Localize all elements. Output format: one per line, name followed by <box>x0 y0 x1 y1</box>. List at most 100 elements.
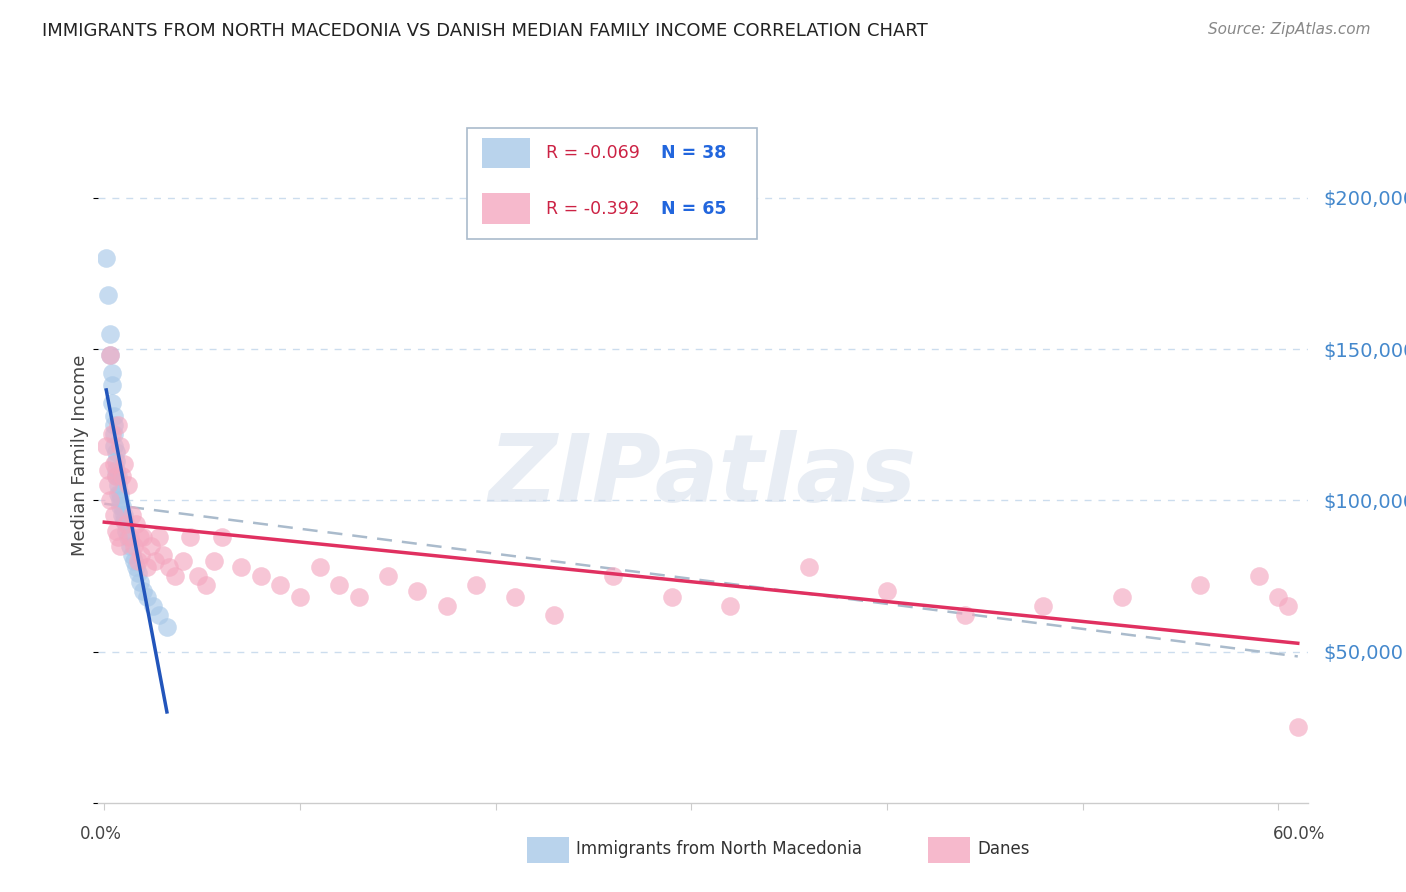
Point <box>347 590 370 604</box>
Text: IMMIGRANTS FROM NORTH MACEDONIA VS DANISH MEDIAN FAMILY INCOME CORRELATION CHART: IMMIGRANTS FROM NORTH MACEDONIA VS DANIS… <box>42 22 928 40</box>
Point <box>157 559 180 574</box>
Point <box>111 469 134 483</box>
Text: R = -0.069: R = -0.069 <box>546 144 640 162</box>
Point <box>103 417 125 432</box>
Point <box>105 463 128 477</box>
Point <box>112 515 135 529</box>
Point <box>97 287 120 301</box>
Point <box>107 478 129 492</box>
Point <box>1267 590 1289 604</box>
Point <box>661 590 683 604</box>
Point <box>156 620 179 634</box>
Point <box>136 559 159 574</box>
Point <box>143 554 166 568</box>
Text: N = 38: N = 38 <box>661 144 725 162</box>
Point <box>231 559 253 574</box>
Point <box>103 508 125 523</box>
Point <box>117 478 139 492</box>
Text: R = -0.392: R = -0.392 <box>546 200 640 218</box>
Point <box>148 608 170 623</box>
Point <box>465 578 488 592</box>
Point <box>195 578 218 592</box>
Point <box>108 493 131 508</box>
Point <box>187 569 209 583</box>
Point <box>211 530 233 544</box>
Point <box>108 439 131 453</box>
Point <box>96 439 118 453</box>
Text: 60.0%: 60.0% <box>1272 825 1326 843</box>
Point <box>131 548 153 562</box>
Point <box>103 409 125 423</box>
Point <box>105 454 128 468</box>
Point <box>101 396 124 410</box>
Point <box>136 590 159 604</box>
Point <box>953 608 976 623</box>
Point <box>121 548 143 562</box>
Point <box>1277 599 1299 614</box>
Point <box>101 366 124 380</box>
Point <box>406 584 429 599</box>
Point <box>114 517 136 532</box>
Point <box>114 524 136 538</box>
Point <box>288 590 311 604</box>
Point <box>111 500 134 514</box>
Point <box>101 426 124 441</box>
Point <box>876 584 898 599</box>
Point <box>1032 599 1054 614</box>
Point <box>121 508 143 523</box>
Point <box>1247 569 1270 583</box>
Point <box>117 530 139 544</box>
Point <box>107 487 129 501</box>
Text: 0.0%: 0.0% <box>80 825 122 843</box>
Y-axis label: Median Family Income: Median Family Income <box>70 354 89 556</box>
Point <box>128 574 150 589</box>
Point <box>718 599 741 614</box>
Point <box>107 417 129 432</box>
Point <box>103 457 125 471</box>
Point <box>328 578 350 592</box>
Point <box>97 478 120 492</box>
Point <box>98 348 121 362</box>
Point <box>107 469 129 483</box>
Point <box>98 326 121 341</box>
Point <box>105 524 128 538</box>
Point <box>142 599 165 614</box>
Point <box>1188 578 1211 592</box>
Point <box>250 569 273 583</box>
Point <box>132 584 155 599</box>
Point <box>163 569 186 583</box>
FancyBboxPatch shape <box>467 128 758 239</box>
Point <box>108 487 131 501</box>
Point <box>97 463 120 477</box>
Point <box>96 252 118 266</box>
Point <box>127 554 149 568</box>
Point <box>122 539 145 553</box>
FancyBboxPatch shape <box>482 194 530 224</box>
Point <box>148 530 170 544</box>
Point <box>132 530 155 544</box>
Point <box>112 508 135 523</box>
Point <box>127 566 149 580</box>
Point <box>108 539 131 553</box>
Point <box>141 539 163 553</box>
Point <box>543 608 565 623</box>
Point <box>128 530 150 544</box>
Text: Source: ZipAtlas.com: Source: ZipAtlas.com <box>1208 22 1371 37</box>
Point <box>152 548 174 562</box>
Point <box>105 469 128 483</box>
Point <box>112 457 135 471</box>
Point <box>101 378 124 392</box>
Point <box>122 554 145 568</box>
Text: N = 65: N = 65 <box>661 200 725 218</box>
FancyBboxPatch shape <box>482 137 530 169</box>
Point <box>179 530 201 544</box>
Point <box>105 469 128 483</box>
Text: Danes: Danes <box>977 840 1029 858</box>
Point <box>124 517 146 532</box>
Point <box>108 500 131 514</box>
Point <box>103 439 125 453</box>
Point <box>1286 720 1309 734</box>
Point <box>107 530 129 544</box>
Point <box>377 569 399 583</box>
Point <box>602 569 624 583</box>
